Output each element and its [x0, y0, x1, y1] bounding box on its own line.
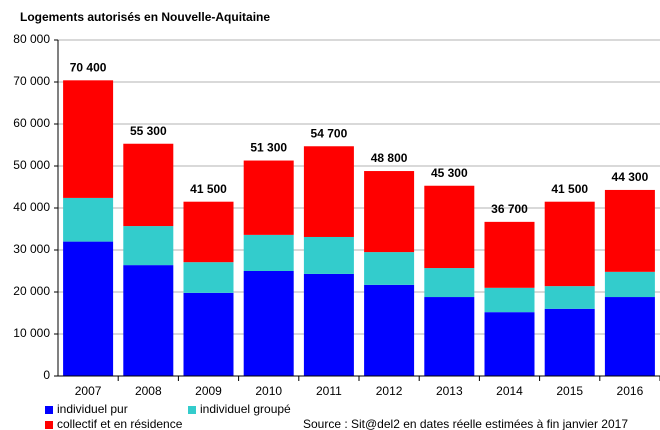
- bar-segment: [484, 287, 535, 313]
- bar-segment: [243, 271, 294, 376]
- legend-swatch: [188, 406, 196, 414]
- bar-segment: [303, 146, 354, 237]
- total-label: 48 800: [371, 151, 408, 165]
- y-tick-label: 60 000: [13, 116, 50, 130]
- bar-segment: [303, 236, 354, 274]
- bar-segment: [123, 226, 174, 266]
- legend-label: individuel pur: [57, 402, 128, 416]
- bar-segment: [484, 221, 535, 288]
- total-label: 36 700: [491, 202, 528, 216]
- bar-segment: [424, 297, 475, 376]
- bar-segment: [544, 201, 595, 287]
- legend-swatch: [45, 421, 53, 429]
- x-tick-label: 2009: [195, 384, 222, 398]
- total-label: 45 300: [431, 166, 468, 180]
- legend-swatch: [45, 406, 53, 414]
- legend-label: collectif et en résidence: [57, 417, 183, 430]
- chart-title: Logements autorisés en Nouvelle-Aquitain…: [20, 10, 270, 24]
- y-tick-label: 10 000: [13, 326, 50, 340]
- bar-segment: [63, 80, 114, 198]
- bar-segment: [544, 286, 595, 309]
- total-label: 54 700: [311, 126, 348, 140]
- bar-segment: [123, 265, 174, 376]
- bar-segment: [364, 171, 415, 253]
- bar-segment: [424, 268, 475, 298]
- bar-segment: [364, 284, 415, 376]
- y-tick-label: 80 000: [13, 32, 50, 46]
- bar-segment: [604, 297, 655, 376]
- bar-segment: [243, 234, 294, 271]
- y-tick-label: 30 000: [13, 242, 50, 256]
- bar-segment: [604, 189, 655, 272]
- total-label: 51 300: [250, 141, 287, 155]
- x-tick-label: 2007: [75, 384, 102, 398]
- x-tick-label: 2015: [556, 384, 583, 398]
- bar-segment: [243, 160, 294, 235]
- y-tick-label: 50 000: [13, 158, 50, 172]
- total-label: 44 300: [612, 170, 649, 184]
- x-tick-label: 2011: [316, 384, 342, 398]
- x-tick-label: 2010: [255, 384, 282, 398]
- legend-label: individuel groupé: [200, 402, 291, 416]
- bar-segment: [484, 312, 535, 376]
- total-label: 70 400: [70, 60, 107, 74]
- y-tick-label: 0: [43, 368, 50, 382]
- x-tick-label: 2014: [496, 384, 523, 398]
- x-tick-label: 2013: [436, 384, 463, 398]
- bar-segment: [424, 185, 475, 269]
- bar-segment: [604, 271, 655, 298]
- bar-segment: [123, 143, 174, 227]
- bar-segment: [63, 241, 114, 376]
- y-tick-label: 70 000: [13, 74, 50, 88]
- source-note: Source : Sit@del2 en dates réelle estimé…: [303, 417, 628, 430]
- bar-segment: [183, 262, 234, 293]
- bar-segment: [183, 292, 234, 376]
- bar-segment: [63, 197, 114, 242]
- y-tick-label: 20 000: [13, 284, 50, 298]
- x-tick-label: 2012: [376, 384, 403, 398]
- bar-segment: [303, 273, 354, 376]
- bar-segment: [183, 201, 234, 263]
- y-tick-label: 40 000: [13, 200, 50, 214]
- bar-segment: [544, 308, 595, 376]
- total-label: 41 500: [190, 182, 227, 196]
- total-label: 55 300: [130, 124, 167, 138]
- total-label: 41 500: [551, 182, 588, 196]
- x-tick-label: 2016: [617, 384, 644, 398]
- bar-segment: [364, 252, 415, 285]
- x-tick-label: 2008: [135, 384, 162, 398]
